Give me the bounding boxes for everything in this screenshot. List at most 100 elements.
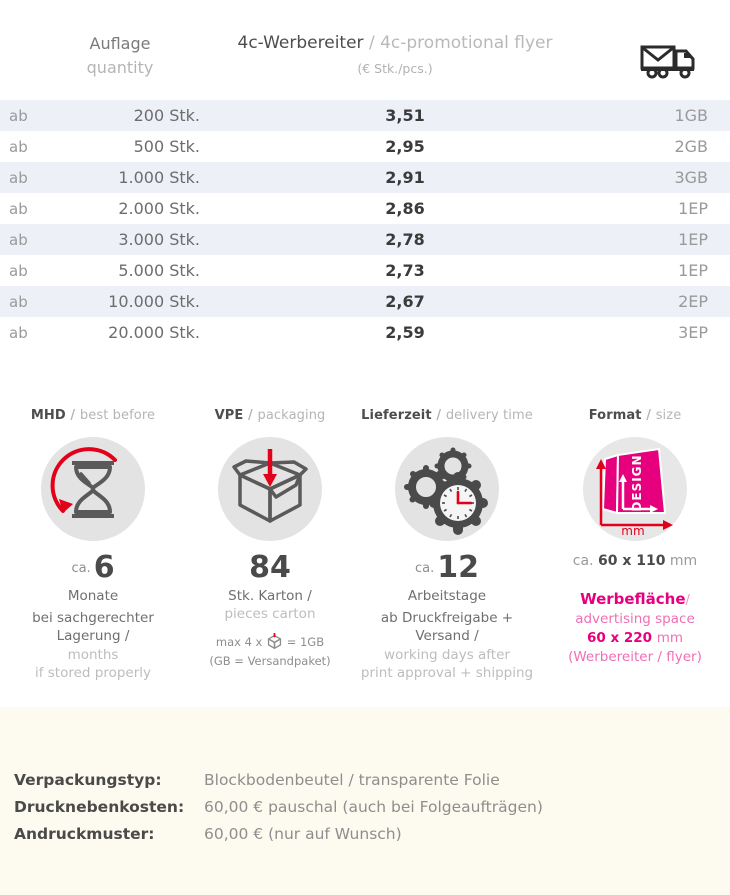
row-from: ab <box>9 230 28 249</box>
panel-lieferzeit-title: Lieferzeit / delivery time <box>354 408 540 423</box>
row-package: 3EP <box>678 323 708 342</box>
panel-lieferzeit-title-de: Lieferzeit <box>361 408 432 423</box>
row-quantity: 10.000 Stk. <box>108 292 200 311</box>
row-price: 2,86 <box>385 199 425 218</box>
panel-vpe-note-line2: (GB = Versandpaket) <box>209 654 331 669</box>
format-axis-label: mm <box>621 524 644 538</box>
panel-vpe-unit-en: pieces carton <box>224 606 316 623</box>
row-from: ab <box>9 137 28 156</box>
panel-format-ad-sep: / <box>685 593 690 608</box>
row-price: 2,95 <box>385 137 425 156</box>
row-quantity: 3.000 Stk. <box>118 230 200 249</box>
row-price: 2,73 <box>385 261 425 280</box>
panel-format-ad-note: (Werbereiter / flyer) <box>568 648 702 665</box>
row-package: 1GB <box>674 106 708 125</box>
row-quantity: 20.000 Stk. <box>108 323 200 342</box>
row-price: 3,51 <box>385 106 425 125</box>
row-package: 1EP <box>678 261 708 280</box>
row-package: 3GB <box>674 168 708 187</box>
panel-mhd-value: ca. 6 <box>0 553 186 583</box>
row-package: 2EP <box>678 292 708 311</box>
table-header: Auflage quantity 4c-Werbereiter / 4c-pro… <box>0 0 730 100</box>
small-box-icon <box>266 633 283 654</box>
panel-format-ad-space: Werbefläche/ advertising space 60 x 220 … <box>540 589 730 667</box>
gears-clock-icon <box>395 437 499 541</box>
row-from: ab <box>9 199 28 218</box>
panel-lieferzeit-detail-en: print approval + shipping <box>360 664 534 681</box>
panel-vpe-note: max 4 x = 1GB (GB = Versandpaket) <box>186 633 354 669</box>
panel-format-size-prefix: ca. <box>572 553 594 569</box>
row-package: 1EP <box>678 199 708 218</box>
header-quantity-en: quantity <box>86 58 154 77</box>
table-row[interactable]: ab 2.000 Stk. 2,86 1EP <box>0 193 730 224</box>
table-body: ab 200 Stk. 3,51 1GB ab 500 Stk. 2,95 2GB ab 1.00… <box>0 100 730 348</box>
row-from: ab <box>9 323 28 342</box>
table-row[interactable]: ab 20.000 Stk. 2,59 3EP <box>0 317 730 348</box>
header-unit-note: (€ Stk./pcs.) <box>357 61 433 76</box>
title-separator: / <box>70 408 76 423</box>
header-separator: / <box>363 33 381 53</box>
title-separator: / <box>646 408 652 423</box>
open-box-icon <box>218 437 322 541</box>
spec-key: Andruckmuster: <box>14 825 155 843</box>
panel-lieferzeit-title-en: delivery time <box>445 408 533 423</box>
row-quantity: 1.000 Stk. <box>118 168 200 187</box>
table-row[interactable]: ab 10.000 Stk. 2,67 2EP <box>0 286 730 317</box>
row-quantity: 2.000 Stk. <box>118 199 200 218</box>
spec-value: 60,00 € (nur auf Wunsch) <box>204 825 402 843</box>
panel-format-ad-de: Werbefläche <box>580 590 686 608</box>
row-quantity: 500 Stk. <box>133 137 200 156</box>
header-product-en: 4c-promotional flyer <box>380 33 553 53</box>
panel-vpe-title-en: packaging <box>257 408 326 423</box>
spec-panel: Verpackungstyp: Blockbodenbeutel / transp… <box>0 707 730 895</box>
panel-lieferzeit-unit-en: working days after <box>384 646 510 663</box>
panel-mhd-approx: ca. <box>71 561 91 576</box>
panel-mhd-number: 6 <box>93 550 115 585</box>
panel-mhd: MHD / best before ca. 6 Monate bei sachg <box>0 400 186 682</box>
panel-vpe-note-b: = 1GB <box>286 635 325 650</box>
info-panels: MHD / best before ca. 6 Monate bei sachg <box>0 400 730 690</box>
header-quantity-de: Auflage <box>89 34 151 53</box>
table-row[interactable]: ab 200 Stk. 3,51 1GB <box>0 100 730 131</box>
title-separator: / <box>436 408 442 423</box>
panel-format: Format / size DESIGN <box>540 400 730 667</box>
panel-format-title-de: Format <box>588 408 642 423</box>
panel-format-ad-en: advertising space <box>575 611 695 628</box>
row-quantity: 200 Stk. <box>133 106 200 125</box>
panel-vpe: VPE / packaging 84 Stk. Karton / piec <box>186 400 354 669</box>
row-from: ab <box>9 261 28 280</box>
row-from: ab <box>9 106 28 125</box>
panel-mhd-title-en: best before <box>79 408 156 423</box>
row-price: 2,67 <box>385 292 425 311</box>
header-product: 4c-Werbereiter / 4c-promotional flyer (€… <box>205 33 585 76</box>
mail-truck-icon <box>640 42 696 84</box>
table-row[interactable]: ab 3.000 Stk. 2,78 1EP <box>0 224 730 255</box>
panel-format-ad-size: 60 x 220 <box>586 630 653 647</box>
panel-format-size: ca. 60 x 110 mm <box>540 553 730 569</box>
panel-format-ad-unit: mm <box>656 630 684 647</box>
panel-mhd-title: MHD / best before <box>0 408 186 423</box>
table-row[interactable]: ab 1.000 Stk. 2,91 3GB <box>0 162 730 193</box>
table-row[interactable]: ab 5.000 Stk. 2,73 1EP <box>0 255 730 286</box>
row-package: 1EP <box>678 230 708 249</box>
panel-format-size-value: 60 x 110 <box>597 553 666 569</box>
spec-key: Drucknebenkosten: <box>14 798 185 816</box>
panel-lieferzeit-detail-de: ab Druckfreigabe + Versand / <box>380 610 514 645</box>
row-price: 2,78 <box>385 230 425 249</box>
price-table: Auflage quantity 4c-Werbereiter / 4c-pro… <box>0 0 730 348</box>
panel-lieferzeit-value: ca. 12 <box>354 553 540 583</box>
panel-mhd-detail-de: bei sachgerechter Lagerung / <box>32 610 154 645</box>
row-from: ab <box>9 168 28 187</box>
panel-vpe-title-de: VPE <box>214 408 244 423</box>
format-design-icon: DESIGN mm <box>583 437 687 541</box>
panel-format-title: Format / size <box>540 408 730 423</box>
spec-row: Verpackungstyp: Blockbodenbeutel / transp… <box>14 771 543 798</box>
table-row[interactable]: ab 500 Stk. 2,95 2GB <box>0 131 730 162</box>
panel-vpe-note-a: max 4 x <box>215 635 263 650</box>
title-separator: / <box>248 408 253 423</box>
spec-value: 60,00 € pauschal (auch bei Folgeaufträge… <box>204 798 543 816</box>
header-quantity: Auflage quantity <box>40 32 200 80</box>
panel-vpe-value: 84 <box>249 550 291 585</box>
panel-mhd-unit-en: months <box>67 646 119 663</box>
format-design-label: DESIGN <box>630 454 644 511</box>
